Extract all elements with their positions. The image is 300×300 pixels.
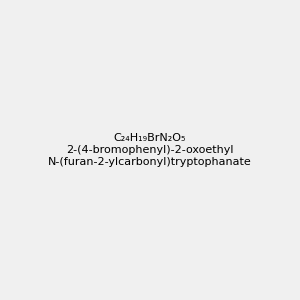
Text: C₂₄H₁₉BrN₂O₅
2-(4-bromophenyl)-2-oxoethyl
N-(furan-2-ylcarbonyl)tryptophanate: C₂₄H₁₉BrN₂O₅ 2-(4-bromophenyl)-2-oxoethy… [48, 134, 252, 166]
